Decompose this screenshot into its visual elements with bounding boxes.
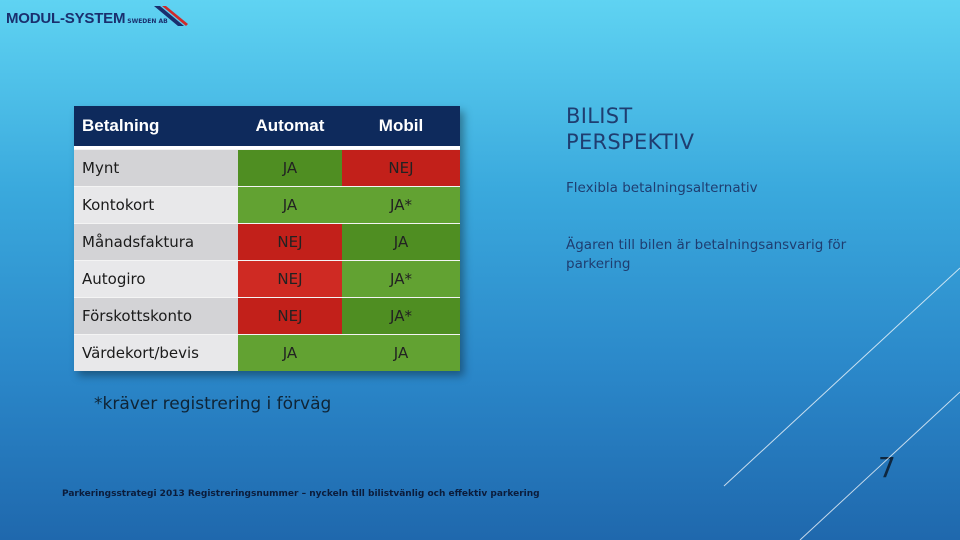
logo-subtext: SWEDEN AB	[127, 18, 168, 25]
table-row: Värdekort/bevis JA JA	[74, 334, 460, 371]
logo-mark-icon	[154, 6, 188, 26]
table-row: Autogiro NEJ JA*	[74, 260, 460, 297]
table-row: Förskottskonto NEJ JA*	[74, 297, 460, 334]
mobil-cell: JA	[341, 223, 460, 260]
table-header-row: Betalning Automat Mobil	[74, 106, 460, 149]
row-label: Autogiro	[74, 260, 238, 297]
table-row: Mynt JA NEJ	[74, 149, 460, 186]
automat-cell: NEJ	[237, 223, 342, 260]
title-line2: PERSPEKTIV	[566, 130, 695, 154]
title-line1: BILIST	[566, 104, 633, 128]
automat-cell: JA	[237, 334, 342, 371]
logo-text: MODUL-SYSTEM	[6, 10, 126, 27]
automat-cell: JA	[237, 149, 342, 186]
mobil-cell: NEJ	[341, 149, 460, 186]
header-automat: Automat	[237, 106, 342, 149]
slide-footer: Parkeringsstrategi 2013 Registreringsnum…	[62, 489, 540, 499]
mobil-cell: JA*	[341, 260, 460, 297]
payment-comparison-table: Betalning Automat Mobil Mynt JA NEJ Kont…	[74, 106, 460, 371]
footnote: *kräver registrering i förväg	[94, 394, 332, 414]
table-row: Kontokort JA JA*	[74, 186, 460, 223]
slide-title: BILIST PERSPEKTIV	[566, 103, 694, 155]
table-row: Månadsfaktura NEJ JA	[74, 223, 460, 260]
page-number: 7	[878, 451, 896, 484]
automat-cell: NEJ	[237, 260, 342, 297]
mobil-cell: JA	[341, 334, 460, 371]
row-label: Mynt	[74, 149, 238, 186]
row-label: Kontokort	[74, 186, 238, 223]
header-mobil: Mobil	[341, 106, 460, 149]
automat-cell: JA	[237, 186, 342, 223]
mobil-cell: JA*	[341, 186, 460, 223]
row-label: Månadsfaktura	[74, 223, 238, 260]
company-logo: MODUL-SYSTEM SWEDEN AB	[6, 4, 188, 27]
header-betalning: Betalning	[74, 106, 238, 149]
bullet-point: Ägaren till bilen är betalningsansvarig …	[566, 237, 847, 272]
row-label: Värdekort/bevis	[74, 334, 238, 371]
mobil-cell: JA*	[341, 297, 460, 334]
row-label: Förskottskonto	[74, 297, 238, 334]
automat-cell: NEJ	[237, 297, 342, 334]
bullet-point: Flexibla betalningsalternativ	[566, 180, 758, 196]
